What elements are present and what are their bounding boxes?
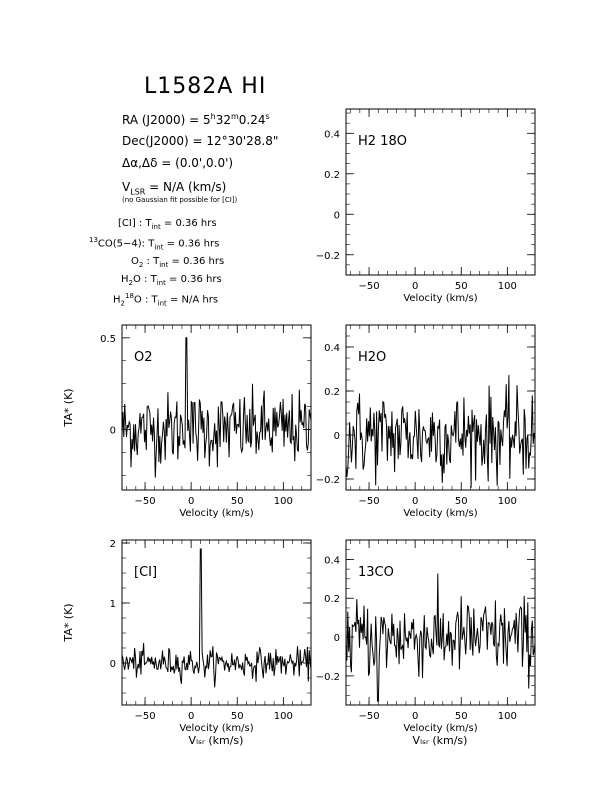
dec-line: Dec(J2000) = 12°30'28.8" [122, 134, 279, 148]
x-tick-label: 100 [498, 711, 517, 722]
y-tick-label: 0 [334, 210, 340, 221]
spectrum-ci [121, 548, 312, 688]
tint-o2: O2 : Tint = 0.36 hrs [131, 256, 225, 269]
y-axis-label: TA* (K) [62, 388, 75, 427]
x-tick-label: 100 [274, 711, 293, 722]
panel-frame-o2 [121, 324, 312, 491]
x-tick-label: 0 [412, 496, 418, 507]
y-tick-label: 0.2 [324, 594, 340, 605]
x-tick-label: 100 [274, 496, 293, 507]
x-axis-label: Velocity (km/s) [179, 508, 253, 519]
x-tick-label: 50 [231, 496, 244, 507]
panel-frame-ci [121, 539, 312, 706]
panel-frame-13co [345, 539, 536, 706]
panel-label-ci: [CI] [134, 565, 157, 580]
x-tick-label: 100 [498, 281, 517, 292]
y-tick-label: 0 [334, 633, 340, 644]
x-tick-label: 50 [231, 711, 244, 722]
x-tick-label: −50 [134, 496, 155, 507]
panel-label-h2o: H2O [358, 350, 386, 365]
x-tick-label: 100 [498, 496, 517, 507]
y-tick-label: 0.5 [100, 334, 116, 345]
panel-frame-h2o [345, 324, 536, 491]
x-axis-label: Velocity (km/s) [403, 723, 477, 734]
x-tick-label: 0 [188, 711, 194, 722]
y-tick-label: 0 [334, 431, 340, 442]
x-tick-label: 0 [188, 496, 194, 507]
x-tick-label: −50 [134, 711, 155, 722]
y-tick-label: 0.4 [324, 343, 340, 354]
spectrum-13co [345, 573, 536, 702]
x-tick-label: 0 [412, 281, 418, 292]
panel-label-h2-18o: H2 18O [358, 134, 407, 149]
x-tick-label: 0 [412, 711, 418, 722]
x-tick-label: −50 [358, 281, 379, 292]
vlsr-line: VLSR = N/A (km/s) [122, 180, 227, 197]
y-tick-label: 1 [110, 599, 116, 610]
y-tick-label: 0 [110, 426, 116, 437]
x-axis-label: Velocity (km/s) [403, 508, 477, 519]
gaussian-note: (no Gaussian fit possible for [CI]) [122, 196, 238, 204]
y-tick-label: 0 [110, 659, 116, 670]
tint-13co: 13CO(5−4): Tint = 0.36 hrs [89, 236, 220, 252]
tint-ci: [CI] : Tint = 0.36 hrs [118, 218, 217, 231]
page-title: L1582A HI [144, 74, 267, 99]
x-tick-label: 50 [455, 711, 468, 722]
spectrum-h2o [345, 375, 536, 488]
ra-line: RA (J2000) = 5h32m0.24s [122, 112, 270, 127]
y-tick-label: 0.4 [324, 129, 340, 140]
vlsr-axis-label-right: Vₗₛᵣ (km/s) [413, 734, 468, 747]
y-axis-label: TA* (K) [62, 603, 75, 642]
tint-h2o: H2O : Tint = 0.36 hrs [121, 274, 222, 287]
y-tick-label: 0.2 [324, 170, 340, 181]
panel-label-o2: O2 [134, 350, 153, 365]
y-tick-label: 2 [110, 539, 116, 550]
y-tick-label: −0.2 [316, 475, 340, 486]
tint-h218o: H218O : Tint = N/A hrs [113, 292, 219, 308]
x-tick-label: 50 [455, 281, 468, 292]
y-tick-label: −0.2 [316, 251, 340, 262]
x-tick-label: −50 [358, 496, 379, 507]
x-tick-label: −50 [358, 711, 379, 722]
y-tick-label: 0.4 [324, 555, 340, 566]
spectrum-o2 [121, 337, 312, 478]
x-axis-label: Velocity (km/s) [179, 723, 253, 734]
offset-line: Δα,Δδ = (0.0',0.0') [122, 156, 234, 170]
y-tick-label: 0.2 [324, 387, 340, 398]
panel-label-13co: 13CO [358, 565, 394, 580]
vlsr-axis-label-left: Vₗₛᵣ (km/s) [189, 734, 244, 747]
y-tick-label: −0.2 [316, 672, 340, 683]
x-tick-label: 50 [455, 496, 468, 507]
x-axis-label: Velocity (km/s) [403, 293, 477, 304]
panel-frame-h2-18o [345, 108, 536, 276]
